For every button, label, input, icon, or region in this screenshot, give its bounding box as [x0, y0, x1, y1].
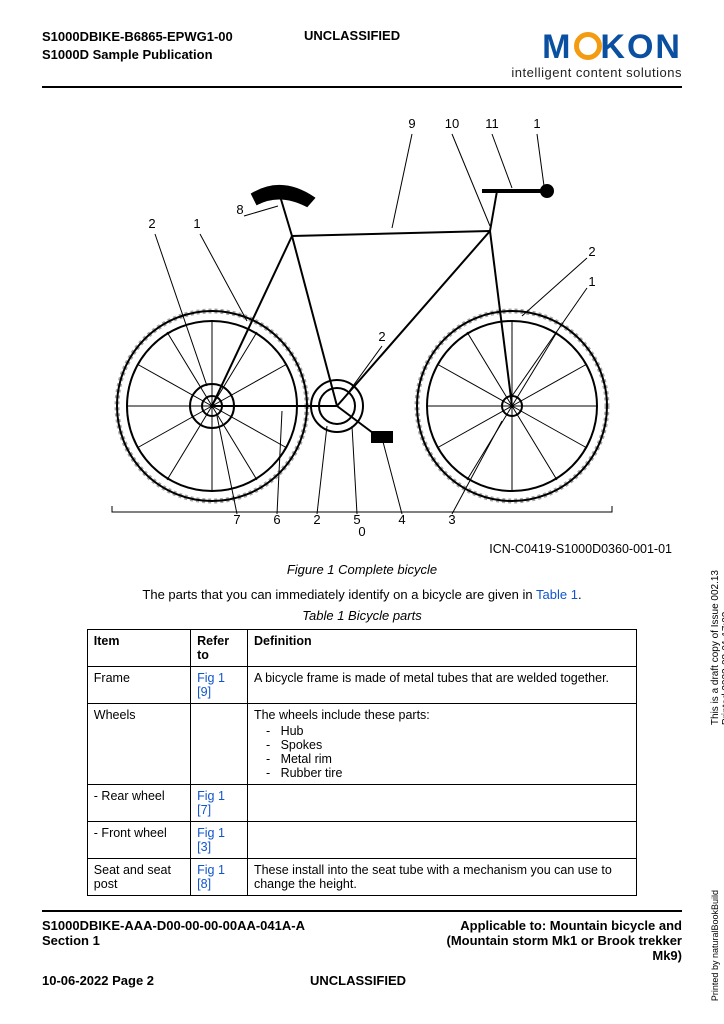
logo-tagline: intelligent content solutions	[511, 65, 682, 80]
fig-ref-link[interactable]: Fig 1 [9]	[197, 671, 225, 699]
table-caption: Table 1 Bicycle parts	[42, 608, 682, 623]
th-item: Item	[87, 630, 190, 667]
intro-paragraph: The parts that you can immediately ident…	[42, 587, 682, 602]
fig-ref-link[interactable]: Fig 1 [3]	[197, 826, 225, 854]
svg-text:2: 2	[313, 512, 320, 527]
logo-block: M KON intelligent content solutions	[511, 28, 682, 80]
svg-text:4: 4	[398, 512, 405, 527]
svg-text:9: 9	[408, 116, 415, 131]
svg-text:2: 2	[148, 216, 155, 231]
fig-ref-link[interactable]: Fig 1 [8]	[197, 863, 225, 891]
dm-code: S1000DBIKE-AAA-D00-00-00-00AA-041A-A	[42, 918, 305, 933]
cell-def: A bicycle frame is made of metal tubes t…	[247, 667, 636, 704]
th-refer: Refer to	[191, 630, 248, 667]
applicability: Applicable to: Mountain bicycle and (Mou…	[422, 918, 682, 963]
svg-text:2: 2	[588, 244, 595, 259]
doc-code: S1000DBIKE-B6865-EPWG1-00	[42, 28, 233, 46]
callout-base: 0	[358, 524, 365, 536]
svg-text:11: 11	[485, 116, 499, 131]
def-intro: The wheels include these parts:	[254, 708, 430, 722]
para-post: .	[578, 587, 582, 602]
cell-def-empty	[247, 785, 636, 822]
svg-text:1: 1	[193, 216, 200, 231]
th-def: Definition	[247, 630, 636, 667]
svg-text:10: 10	[445, 116, 459, 131]
date-page: 10-06-2022 Page 2	[42, 973, 154, 988]
printed-by: Printed by naturalBookBuild	[710, 890, 720, 1001]
list-item: Rubber tire	[254, 766, 630, 780]
cell-def: These install into the seat tube with a …	[247, 859, 636, 896]
mekon-logo: M KON	[511, 28, 682, 67]
cell-def-empty	[247, 822, 636, 859]
cell-item: Seat and seat post	[87, 859, 190, 896]
page-footer: S1000DBIKE-AAA-D00-00-00-00AA-041A-A Sec…	[42, 910, 682, 988]
figure-block: 9 10 11 1 2 1 8 2 1 2 7 6 2 5 4 3	[42, 106, 682, 577]
table-row: - Front wheel Fig 1 [3]	[87, 822, 636, 859]
table-row: - Rear wheel Fig 1 [7]	[87, 785, 636, 822]
cell-ref-empty	[191, 704, 248, 785]
logo-pre: M	[542, 28, 572, 67]
bicycle-diagram: 9 10 11 1 2 1 8 2 1 2 7 6 2 5 4 3	[82, 106, 642, 536]
doc-title: S1000D Sample Publication	[42, 46, 233, 64]
page-header: S1000DBIKE-B6865-EPWG1-00 S1000D Sample …	[42, 28, 682, 88]
svg-text:3: 3	[448, 512, 455, 527]
table-row: Frame Fig 1 [9] A bicycle frame is made …	[87, 667, 636, 704]
svg-text:8: 8	[236, 202, 243, 217]
figure-caption: Figure 1 Complete bicycle	[42, 562, 682, 577]
svg-text:7: 7	[233, 512, 240, 527]
logo-post: KON	[600, 28, 682, 67]
list-item: Spokes	[254, 738, 630, 752]
footer-classification: UNCLASSIFIED	[310, 973, 406, 988]
cell-def: The wheels include these parts: Hub Spok…	[247, 704, 636, 785]
cell-item: - Rear wheel	[87, 785, 190, 822]
bicycle-parts-table: Item Refer to Definition Frame Fig 1 [9]…	[87, 629, 637, 896]
footer-left-block: S1000DBIKE-AAA-D00-00-00-00AA-041A-A Sec…	[42, 918, 305, 948]
cell-item: - Front wheel	[87, 822, 190, 859]
wheel-parts-list: Hub Spokes Metal rim Rubber tire	[254, 724, 630, 780]
list-item: Metal rim	[254, 752, 630, 766]
logo-ring-icon	[572, 34, 600, 62]
section-label: Section 1	[42, 933, 305, 948]
header-classification: UNCLASSIFIED	[304, 28, 400, 43]
list-item: Hub	[254, 724, 630, 738]
cell-item: Frame	[87, 667, 190, 704]
svg-text:1: 1	[588, 274, 595, 289]
svg-text:6: 6	[273, 512, 280, 527]
svg-text:1: 1	[533, 116, 540, 131]
draft-notice: This is a draft copy of Issue 002.13 Pri…	[710, 570, 724, 725]
para-pre: The parts that you can immediately ident…	[142, 587, 536, 602]
cell-item: Wheels	[87, 704, 190, 785]
fig-ref-link[interactable]: Fig 1 [7]	[197, 789, 225, 817]
table-row: Seat and seat post Fig 1 [8] These insta…	[87, 859, 636, 896]
header-left: S1000DBIKE-B6865-EPWG1-00 S1000D Sample …	[42, 28, 233, 63]
figure-icn: ICN-C0419-S1000D0360-001-01	[42, 542, 682, 556]
svg-text:2: 2	[378, 329, 385, 344]
table-row: Wheels The wheels include these parts: H…	[87, 704, 636, 785]
table-1-link[interactable]: Table 1	[536, 587, 578, 602]
